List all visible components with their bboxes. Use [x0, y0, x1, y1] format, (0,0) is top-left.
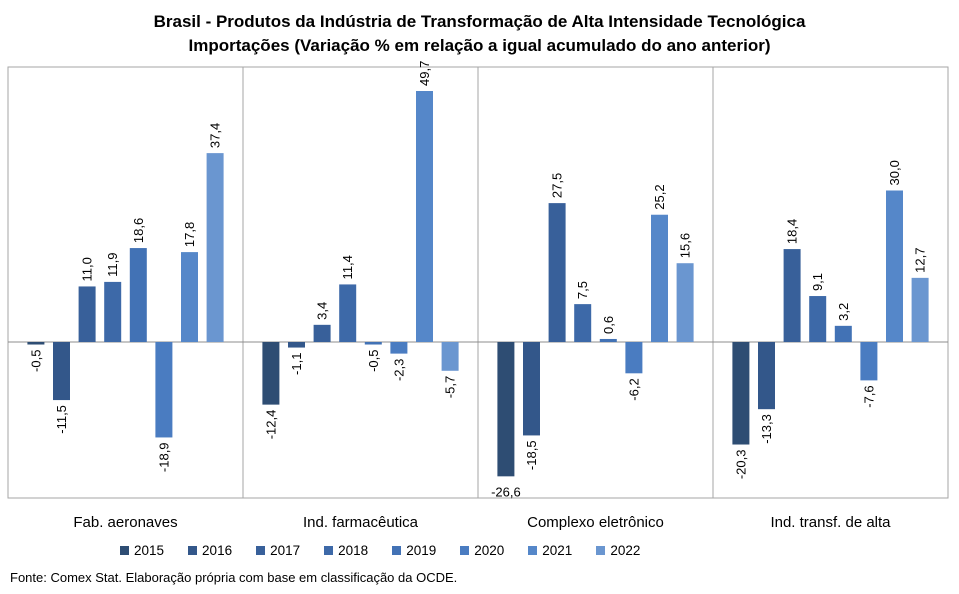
legend-swatch — [392, 545, 402, 555]
bar — [574, 304, 592, 342]
legend-label: 2015 — [134, 542, 165, 558]
bar — [104, 281, 122, 342]
data-label: 3,2 — [836, 303, 851, 321]
bar — [155, 342, 173, 438]
data-label: 27,5 — [550, 173, 565, 198]
legend-swatch — [460, 545, 470, 555]
legend-item: 2018 — [324, 543, 368, 558]
data-label: -13,3 — [759, 414, 774, 444]
legend-swatch — [324, 545, 334, 555]
category-label: Fab. aeronaves — [73, 514, 177, 531]
bar — [53, 342, 70, 401]
legend-item: 2015 — [120, 543, 164, 558]
bar — [676, 263, 694, 342]
bar — [441, 342, 459, 371]
chart-title: Brasil - Produtos da Indústria de Transf… — [153, 12, 806, 31]
bar — [129, 248, 147, 342]
data-label: 9,1 — [810, 273, 825, 291]
bar — [809, 296, 827, 342]
legend-label: 2021 — [542, 542, 573, 558]
legend-item: 2019 — [392, 543, 436, 558]
bar — [497, 342, 515, 477]
legend-item: 2020 — [460, 543, 504, 558]
bar — [390, 342, 408, 354]
bar — [834, 325, 852, 342]
legend-item: 2016 — [188, 543, 232, 558]
data-label: -5,7 — [443, 376, 458, 398]
legend-swatch — [256, 545, 266, 555]
data-label: -18,5 — [524, 440, 539, 470]
data-label: 3,4 — [315, 302, 330, 320]
legend-swatch — [120, 545, 129, 555]
data-label: -0,5 — [28, 350, 43, 372]
bar — [651, 214, 668, 342]
data-label: -11,5 — [54, 405, 69, 434]
legend-swatch — [596, 545, 606, 555]
bar — [599, 338, 617, 342]
bar — [78, 286, 96, 342]
chart-subtitle: Importações (Variação % em relação a igu… — [188, 36, 771, 55]
data-label: -0,5 — [366, 350, 381, 372]
data-label: 37,4 — [208, 123, 223, 148]
legend-item: 2022 — [596, 543, 640, 558]
data-label: 25,2 — [652, 184, 667, 209]
bar — [288, 342, 305, 348]
bar — [313, 324, 331, 342]
legend-label: 2019 — [406, 542, 437, 558]
legend-item: 2017 — [256, 543, 300, 558]
bar — [364, 342, 382, 345]
legend-label: 2016 — [202, 542, 233, 558]
bar — [758, 342, 775, 410]
legend-item: 2021 — [528, 543, 572, 558]
bar — [548, 203, 566, 342]
source-note: Fonte: Comex Stat. Elaboração própria co… — [10, 570, 458, 585]
data-label: 12,7 — [913, 248, 928, 273]
bar — [886, 190, 903, 342]
legend-label: 2020 — [474, 542, 505, 558]
bar — [732, 342, 750, 445]
legend-swatch — [528, 545, 538, 555]
bar — [783, 249, 801, 342]
data-label: -1,1 — [289, 353, 304, 375]
bar — [339, 284, 357, 342]
category-label: Ind. transf. de alta — [770, 514, 891, 531]
data-label: 49,7 — [417, 61, 432, 86]
bar — [27, 342, 45, 345]
bar — [181, 252, 198, 342]
legend-label: 2017 — [270, 542, 301, 558]
data-label: 11,9 — [105, 253, 120, 277]
data-label: -2,3 — [391, 359, 406, 381]
bar — [911, 277, 929, 342]
legend-swatch — [188, 545, 198, 555]
data-label: 18,4 — [785, 219, 800, 244]
bar — [625, 342, 643, 374]
data-label: 15,6 — [678, 233, 693, 258]
data-label: 11,4 — [340, 255, 355, 279]
category-label: Ind. farmacêutica — [303, 514, 419, 531]
data-label: 11,0 — [80, 257, 95, 281]
legend-label: 2018 — [338, 542, 369, 558]
bar — [523, 342, 540, 436]
data-label: 30,0 — [887, 160, 902, 185]
bar — [416, 91, 433, 342]
legend: 2015 2016 2017 2018 2019 2020 2021 2022 — [120, 540, 664, 560]
data-label: -12,4 — [263, 410, 278, 440]
data-label: 17,8 — [182, 222, 197, 247]
data-label: 0,6 — [601, 316, 616, 334]
data-label: 18,6 — [131, 218, 146, 243]
data-label: -7,6 — [861, 385, 876, 407]
bar — [206, 153, 224, 342]
data-label: -26,6 — [491, 484, 521, 499]
data-label: -18,9 — [156, 442, 171, 472]
data-label: 7,5 — [575, 281, 590, 299]
data-label: -20,3 — [733, 450, 748, 480]
bar — [860, 342, 878, 381]
category-label: Complexo eletrônico — [527, 514, 664, 531]
data-label: -6,2 — [626, 378, 641, 400]
legend-label: 2022 — [610, 542, 641, 558]
bar — [262, 342, 280, 405]
